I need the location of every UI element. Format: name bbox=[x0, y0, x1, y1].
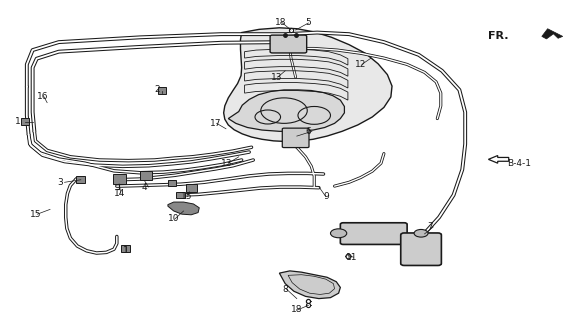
Text: 14: 14 bbox=[114, 189, 125, 198]
Text: 4: 4 bbox=[142, 183, 147, 192]
Text: 1: 1 bbox=[15, 117, 21, 126]
Text: 3: 3 bbox=[57, 178, 63, 187]
Text: 13: 13 bbox=[221, 159, 233, 168]
Bar bbox=[113, 174, 126, 184]
FancyBboxPatch shape bbox=[340, 223, 407, 244]
Polygon shape bbox=[223, 28, 392, 141]
Bar bbox=[121, 245, 130, 252]
Text: 6: 6 bbox=[306, 127, 311, 136]
Bar bbox=[168, 180, 176, 186]
Bar bbox=[76, 176, 85, 183]
Text: 13: 13 bbox=[271, 73, 282, 82]
Text: 10: 10 bbox=[168, 214, 179, 223]
Text: FR.: FR. bbox=[488, 31, 509, 41]
Text: B-4-1: B-4-1 bbox=[507, 159, 531, 168]
Polygon shape bbox=[488, 156, 509, 163]
Polygon shape bbox=[168, 202, 199, 215]
Bar bbox=[21, 118, 30, 125]
Text: 17: 17 bbox=[210, 119, 221, 128]
Circle shape bbox=[331, 229, 347, 238]
Bar bbox=[140, 171, 152, 180]
Text: 5: 5 bbox=[306, 19, 311, 28]
Polygon shape bbox=[542, 29, 563, 39]
Text: 2: 2 bbox=[155, 85, 160, 94]
Polygon shape bbox=[279, 271, 340, 299]
Text: 18: 18 bbox=[291, 305, 303, 314]
FancyBboxPatch shape bbox=[401, 233, 441, 266]
Text: 1: 1 bbox=[123, 246, 129, 255]
Text: 7: 7 bbox=[427, 222, 433, 231]
Text: 15: 15 bbox=[30, 210, 41, 219]
Text: 8: 8 bbox=[282, 284, 288, 293]
FancyBboxPatch shape bbox=[270, 35, 307, 53]
Bar bbox=[186, 184, 197, 192]
Text: 9: 9 bbox=[323, 192, 329, 201]
Text: 15: 15 bbox=[181, 192, 192, 201]
Text: 16: 16 bbox=[37, 92, 48, 101]
Text: 11: 11 bbox=[346, 253, 358, 262]
Text: 18: 18 bbox=[275, 18, 286, 27]
Bar bbox=[158, 87, 166, 94]
FancyBboxPatch shape bbox=[282, 128, 309, 148]
Polygon shape bbox=[228, 90, 345, 131]
Bar bbox=[176, 192, 185, 198]
Text: 12: 12 bbox=[355, 60, 366, 69]
Circle shape bbox=[414, 229, 428, 237]
